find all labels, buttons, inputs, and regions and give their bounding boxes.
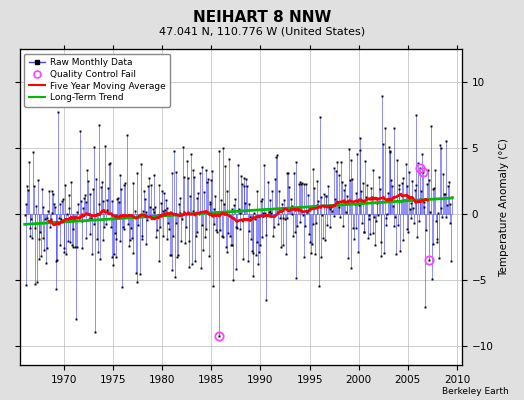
- Y-axis label: Temperature Anomaly (°C): Temperature Anomaly (°C): [499, 138, 509, 277]
- Legend: Raw Monthly Data, Quality Control Fail, Five Year Moving Average, Long-Term Tren: Raw Monthly Data, Quality Control Fail, …: [25, 54, 170, 107]
- Text: 47.041 N, 110.776 W (United States): 47.041 N, 110.776 W (United States): [159, 26, 365, 36]
- Text: NEIHART 8 NNW: NEIHART 8 NNW: [193, 10, 331, 25]
- Text: Berkeley Earth: Berkeley Earth: [442, 387, 508, 396]
